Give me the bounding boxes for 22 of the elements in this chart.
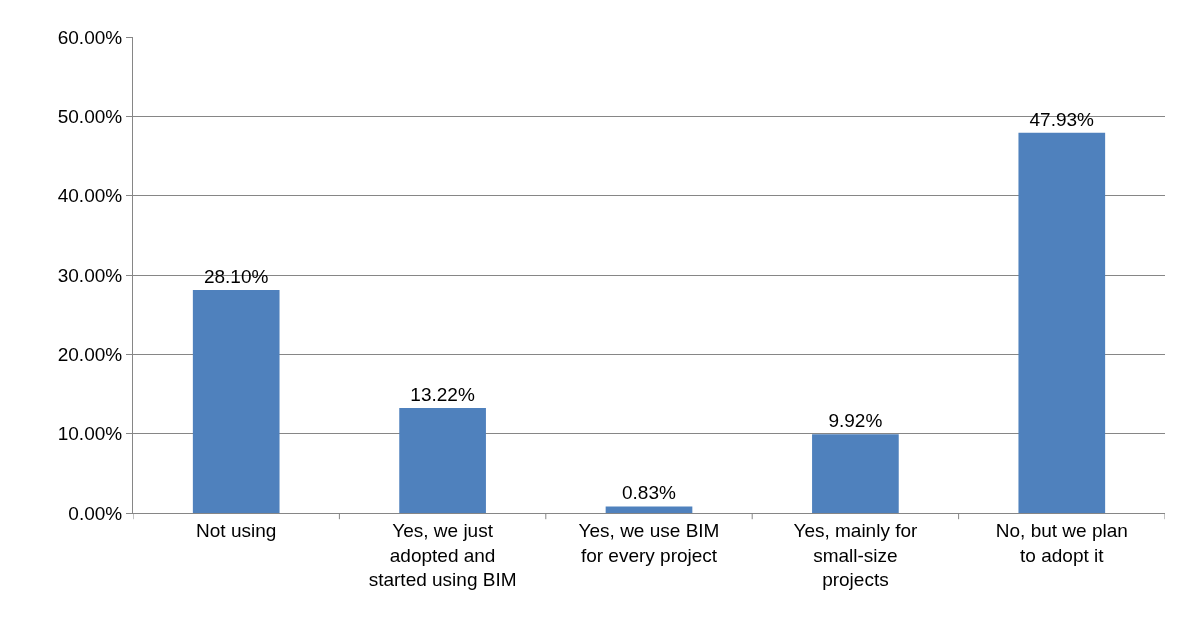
y-tick-label: 40.00% <box>57 185 123 207</box>
y-tick-label: 60.00% <box>57 26 123 48</box>
bar <box>605 506 693 513</box>
y-tick-label: 10.00% <box>57 423 123 445</box>
data-label: 9.92% <box>828 410 883 432</box>
x-tick-label: No, but we plan to adopt it <box>995 519 1128 566</box>
data-label: 47.93% <box>1029 108 1095 130</box>
y-tick-label: 30.00% <box>57 264 123 286</box>
data-label: 28.10% <box>203 266 269 288</box>
data-label: 13.22% <box>410 384 475 406</box>
y-tick-label: 0.00% <box>68 502 123 524</box>
bar <box>192 290 280 513</box>
bar <box>812 434 899 513</box>
y-tick-label: 20.00% <box>57 343 123 365</box>
x-tick-label: Yes, we just adopted and started using BIM <box>368 519 517 591</box>
y-tick-label: 50.00% <box>57 105 123 127</box>
x-tick-label: Yes, we use BIM for every project <box>578 519 720 566</box>
x-tick-label: Yes, mainly for small-size projects <box>793 519 919 591</box>
bar <box>1018 132 1106 513</box>
x-tick-label: Not using <box>196 519 277 541</box>
bar <box>399 408 486 513</box>
data-label: 0.83% <box>622 482 676 504</box>
